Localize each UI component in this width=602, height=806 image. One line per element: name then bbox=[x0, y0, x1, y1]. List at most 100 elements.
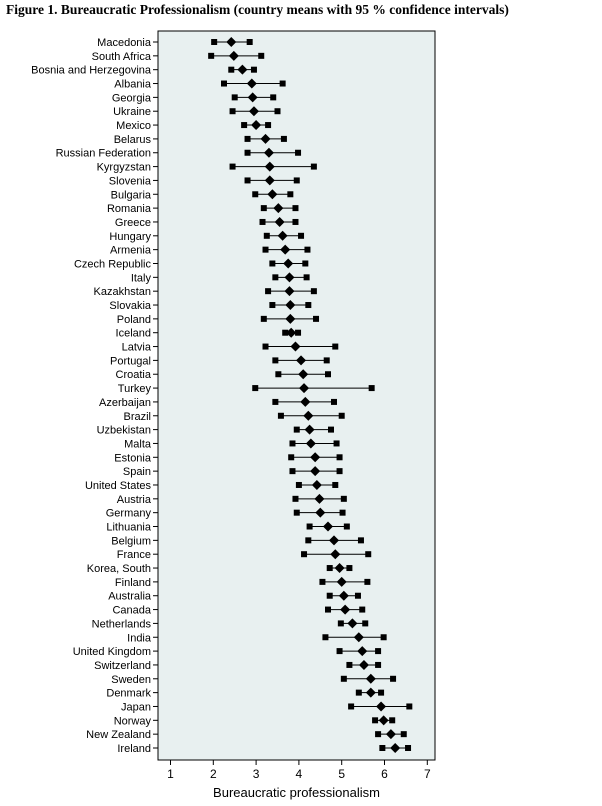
country-row bbox=[336, 646, 382, 657]
ci-lower-marker bbox=[326, 592, 333, 599]
country-row bbox=[305, 535, 364, 546]
mean-marker bbox=[303, 410, 314, 421]
x-tick-label: 3 bbox=[253, 767, 260, 781]
ci-lower-marker bbox=[211, 39, 218, 45]
mean-marker bbox=[296, 355, 307, 366]
ci-lower-marker bbox=[269, 302, 276, 309]
country-row bbox=[322, 632, 387, 643]
ci-upper-marker bbox=[298, 232, 305, 239]
ci-lower-marker bbox=[269, 260, 276, 267]
country-row bbox=[272, 272, 310, 283]
ci-lower-marker bbox=[293, 426, 300, 433]
ci-lower-marker bbox=[252, 191, 259, 198]
mean-marker bbox=[385, 729, 396, 740]
country-row bbox=[275, 369, 332, 380]
country-label: Croatia bbox=[116, 369, 152, 381]
ci-upper-marker bbox=[303, 274, 310, 281]
ci-upper-marker bbox=[340, 495, 347, 502]
mean-marker bbox=[315, 507, 326, 518]
ci-upper-marker bbox=[375, 648, 382, 655]
country-row bbox=[277, 410, 345, 421]
ci-upper-marker bbox=[333, 440, 340, 447]
ci-upper-marker bbox=[246, 39, 253, 45]
country-row bbox=[288, 452, 343, 463]
ci-lower-marker bbox=[229, 163, 236, 170]
ci-lower-marker bbox=[375, 731, 382, 738]
mean-marker bbox=[365, 687, 376, 698]
country-label: Slovakia bbox=[109, 300, 151, 312]
ci-lower-marker bbox=[348, 703, 355, 710]
country-label: Armenia bbox=[110, 245, 152, 257]
country-row bbox=[262, 341, 339, 352]
ci-upper-marker bbox=[292, 205, 299, 212]
ci-upper-marker bbox=[332, 481, 339, 488]
country-row bbox=[252, 189, 294, 200]
ci-lower-marker bbox=[221, 80, 227, 87]
country-label: Netherlands bbox=[92, 618, 152, 630]
mean-marker bbox=[328, 535, 339, 546]
mean-marker bbox=[300, 396, 311, 407]
country-label: Finland bbox=[115, 577, 151, 589]
ci-upper-marker bbox=[304, 246, 311, 253]
mean-marker bbox=[358, 659, 369, 670]
country-row bbox=[252, 383, 375, 394]
country-labels: Macedonia South Africa Bosnia and Herzegov… bbox=[31, 37, 158, 755]
ci-lower-marker bbox=[265, 288, 272, 295]
mean-marker bbox=[310, 452, 321, 463]
mean-marker bbox=[376, 701, 387, 712]
x-tick-label: 2 bbox=[210, 767, 217, 781]
mean-marker bbox=[365, 673, 376, 684]
mean-marker bbox=[237, 64, 248, 75]
ci-lower-marker bbox=[260, 315, 267, 322]
mean-marker bbox=[277, 230, 288, 241]
country-label: Turkey bbox=[118, 383, 152, 395]
country-label: Czech Republic bbox=[74, 258, 152, 270]
country-row bbox=[228, 64, 257, 75]
plot-background bbox=[157, 30, 436, 761]
mean-marker bbox=[273, 203, 284, 214]
ci-upper-marker bbox=[292, 218, 299, 225]
ci-upper-marker bbox=[406, 703, 413, 710]
ci-lower-marker bbox=[301, 551, 308, 558]
country-row bbox=[326, 563, 353, 574]
ci-lower-marker bbox=[306, 523, 313, 530]
mean-marker bbox=[305, 438, 316, 449]
country-row bbox=[301, 549, 372, 560]
country-row bbox=[337, 618, 369, 629]
country-label: Germany bbox=[106, 508, 152, 520]
country-label: Denmark bbox=[106, 688, 151, 700]
x-tick-label: 1 bbox=[167, 767, 174, 781]
ci-upper-marker bbox=[279, 80, 286, 87]
mean-marker bbox=[246, 78, 257, 89]
country-label: Georgia bbox=[112, 92, 152, 104]
mean-marker bbox=[260, 133, 271, 144]
ci-lower-marker bbox=[229, 108, 236, 115]
ci-upper-marker bbox=[310, 163, 317, 170]
ci-upper-marker bbox=[375, 661, 382, 668]
ci-upper-marker bbox=[354, 592, 361, 599]
mean-marker bbox=[311, 479, 322, 490]
mean-marker bbox=[290, 341, 301, 352]
country-row bbox=[319, 576, 371, 587]
ci-upper-marker bbox=[357, 537, 364, 544]
ci-lower-marker bbox=[244, 135, 251, 142]
country-label: Sweden bbox=[111, 674, 151, 686]
ci-lower-marker bbox=[272, 274, 279, 281]
mean-marker bbox=[323, 521, 334, 532]
country-label: Spain bbox=[123, 466, 151, 478]
country-label: Portugal bbox=[110, 355, 151, 367]
x-axis-label: Bureaucratic professionalism bbox=[213, 785, 380, 800]
country-row bbox=[375, 729, 407, 740]
country-label: Hungary bbox=[109, 231, 151, 243]
mean-marker bbox=[267, 189, 278, 200]
country-label: Ukraine bbox=[113, 106, 151, 118]
ci-upper-marker bbox=[339, 509, 346, 516]
ci-upper-marker bbox=[313, 315, 320, 322]
mean-marker bbox=[247, 92, 258, 103]
ci-upper-marker bbox=[295, 149, 302, 156]
country-label: India bbox=[127, 632, 152, 644]
country-row bbox=[355, 687, 385, 698]
country-label: Malta bbox=[124, 438, 152, 450]
country-label: United Kingdom bbox=[73, 646, 151, 658]
country-row bbox=[295, 479, 339, 490]
